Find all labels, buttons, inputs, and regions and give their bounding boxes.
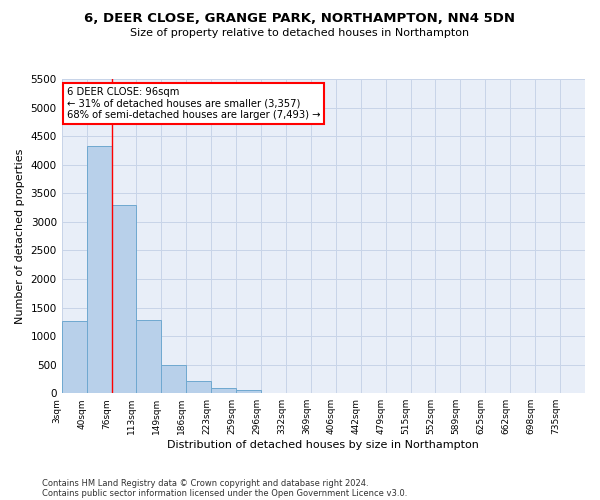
Bar — [136, 320, 161, 393]
Text: 6 DEER CLOSE: 96sqm
← 31% of detached houses are smaller (3,357)
68% of semi-det: 6 DEER CLOSE: 96sqm ← 31% of detached ho… — [67, 87, 320, 120]
Bar — [86, 146, 112, 393]
Bar — [161, 365, 186, 393]
Text: Size of property relative to detached houses in Northampton: Size of property relative to detached ho… — [130, 28, 470, 38]
Text: 6, DEER CLOSE, GRANGE PARK, NORTHAMPTON, NN4 5DN: 6, DEER CLOSE, GRANGE PARK, NORTHAMPTON,… — [85, 12, 515, 26]
Text: Contains public sector information licensed under the Open Government Licence v3: Contains public sector information licen… — [42, 488, 407, 498]
Bar — [211, 388, 236, 393]
Text: Contains HM Land Registry data © Crown copyright and database right 2024.: Contains HM Land Registry data © Crown c… — [42, 478, 368, 488]
Bar — [186, 381, 211, 393]
Bar — [62, 320, 86, 393]
Y-axis label: Number of detached properties: Number of detached properties — [15, 148, 25, 324]
Bar — [236, 390, 261, 393]
Bar — [112, 204, 136, 393]
X-axis label: Distribution of detached houses by size in Northampton: Distribution of detached houses by size … — [167, 440, 479, 450]
